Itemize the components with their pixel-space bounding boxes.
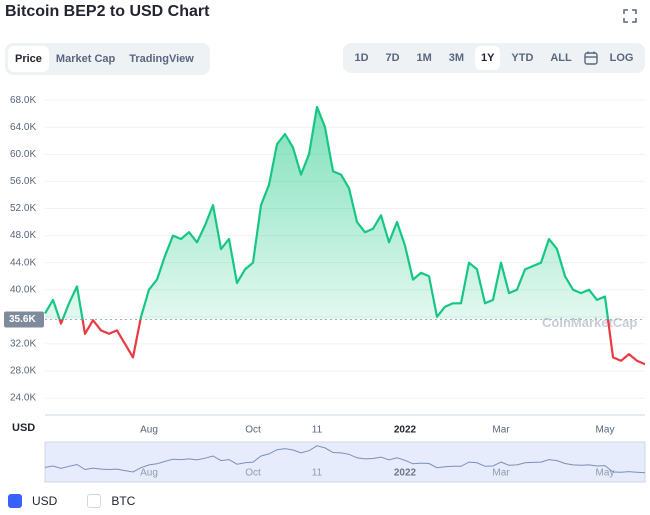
tab[interactable]: Market Cap bbox=[55, 53, 116, 65]
legend-item[interactable]: USD bbox=[8, 494, 57, 508]
x-tick-label: Oct bbox=[245, 425, 261, 436]
range-button[interactable]: 1M bbox=[416, 52, 432, 64]
range-button[interactable]: 1D bbox=[354, 52, 369, 64]
y-tick-label: 68.0K bbox=[10, 95, 36, 106]
y-tick-label: 64.0K bbox=[10, 122, 36, 133]
x-tick-label: Mar bbox=[492, 425, 510, 436]
navigator-tick-label: May bbox=[596, 468, 615, 479]
calendar-icon[interactable] bbox=[583, 50, 599, 66]
range-button[interactable]: YTD bbox=[511, 52, 534, 64]
chart: 24.0K28.0K32.0K36.0K40.0K44.0K48.0K52.0K… bbox=[4, 95, 646, 483]
range-button[interactable]: ALL bbox=[550, 52, 572, 64]
y-tick-label: 40.0K bbox=[10, 284, 36, 295]
x-tick-label: May bbox=[596, 425, 615, 436]
tab-group: Price Market Cap TradingView bbox=[5, 43, 210, 75]
chart-title: Bitcoin BEP2 to USD Chart bbox=[5, 3, 210, 20]
y-tick-label: 44.0K bbox=[10, 257, 36, 268]
y-tick-label: 48.0K bbox=[10, 230, 36, 241]
legend-label: USD bbox=[32, 494, 58, 508]
fullscreen-icon[interactable] bbox=[620, 6, 640, 26]
range-button[interactable]: 3M bbox=[448, 52, 465, 64]
checkbox[interactable] bbox=[8, 494, 22, 508]
navigator-tick-label: Aug bbox=[140, 468, 158, 479]
x-tick-label: Aug bbox=[140, 425, 158, 436]
x-tick-label: 2022 bbox=[394, 425, 417, 436]
range-button[interactable]: 1Y bbox=[474, 46, 501, 70]
tab[interactable]: Price bbox=[8, 46, 49, 72]
y-tick-label: 28.0K bbox=[10, 366, 36, 377]
checkbox[interactable] bbox=[87, 494, 102, 508]
navigator-tick-label: Oct bbox=[245, 468, 261, 479]
y-tick-label: 52.0K bbox=[10, 203, 36, 214]
y-tick-label: 60.0K bbox=[10, 149, 36, 160]
log-button[interactable]: LOG bbox=[609, 52, 634, 64]
y-tick-label: 56.0K bbox=[10, 176, 36, 187]
baseline-badge bbox=[4, 311, 44, 328]
y-tick-label: 24.0K bbox=[10, 393, 36, 404]
y-axis-label: USD bbox=[12, 422, 35, 434]
range-group: 1D 7D 1M 3M 1Y YTD ALL LOG bbox=[343, 43, 645, 73]
y-tick-label: 32.0K bbox=[10, 339, 36, 350]
range-button[interactable]: 7D bbox=[385, 52, 400, 64]
legend-label: BTC bbox=[111, 494, 136, 508]
navigator-tick-label: Mar bbox=[492, 468, 510, 479]
navigator-tick-label: 11 bbox=[312, 468, 323, 479]
baseline-label: 35.6K bbox=[9, 314, 36, 325]
x-tick-label: 11 bbox=[312, 425, 323, 436]
legend: USD BTC bbox=[8, 494, 135, 508]
price-line bbox=[44, 105, 646, 366]
area bbox=[45, 106, 645, 320]
legend-item[interactable]: BTC bbox=[87, 494, 135, 508]
navigator-line bbox=[44, 445, 646, 474]
navigator-tick-label: 2022 bbox=[394, 468, 417, 479]
tab[interactable]: TradingView bbox=[129, 53, 194, 65]
navigator bbox=[44, 441, 646, 483]
